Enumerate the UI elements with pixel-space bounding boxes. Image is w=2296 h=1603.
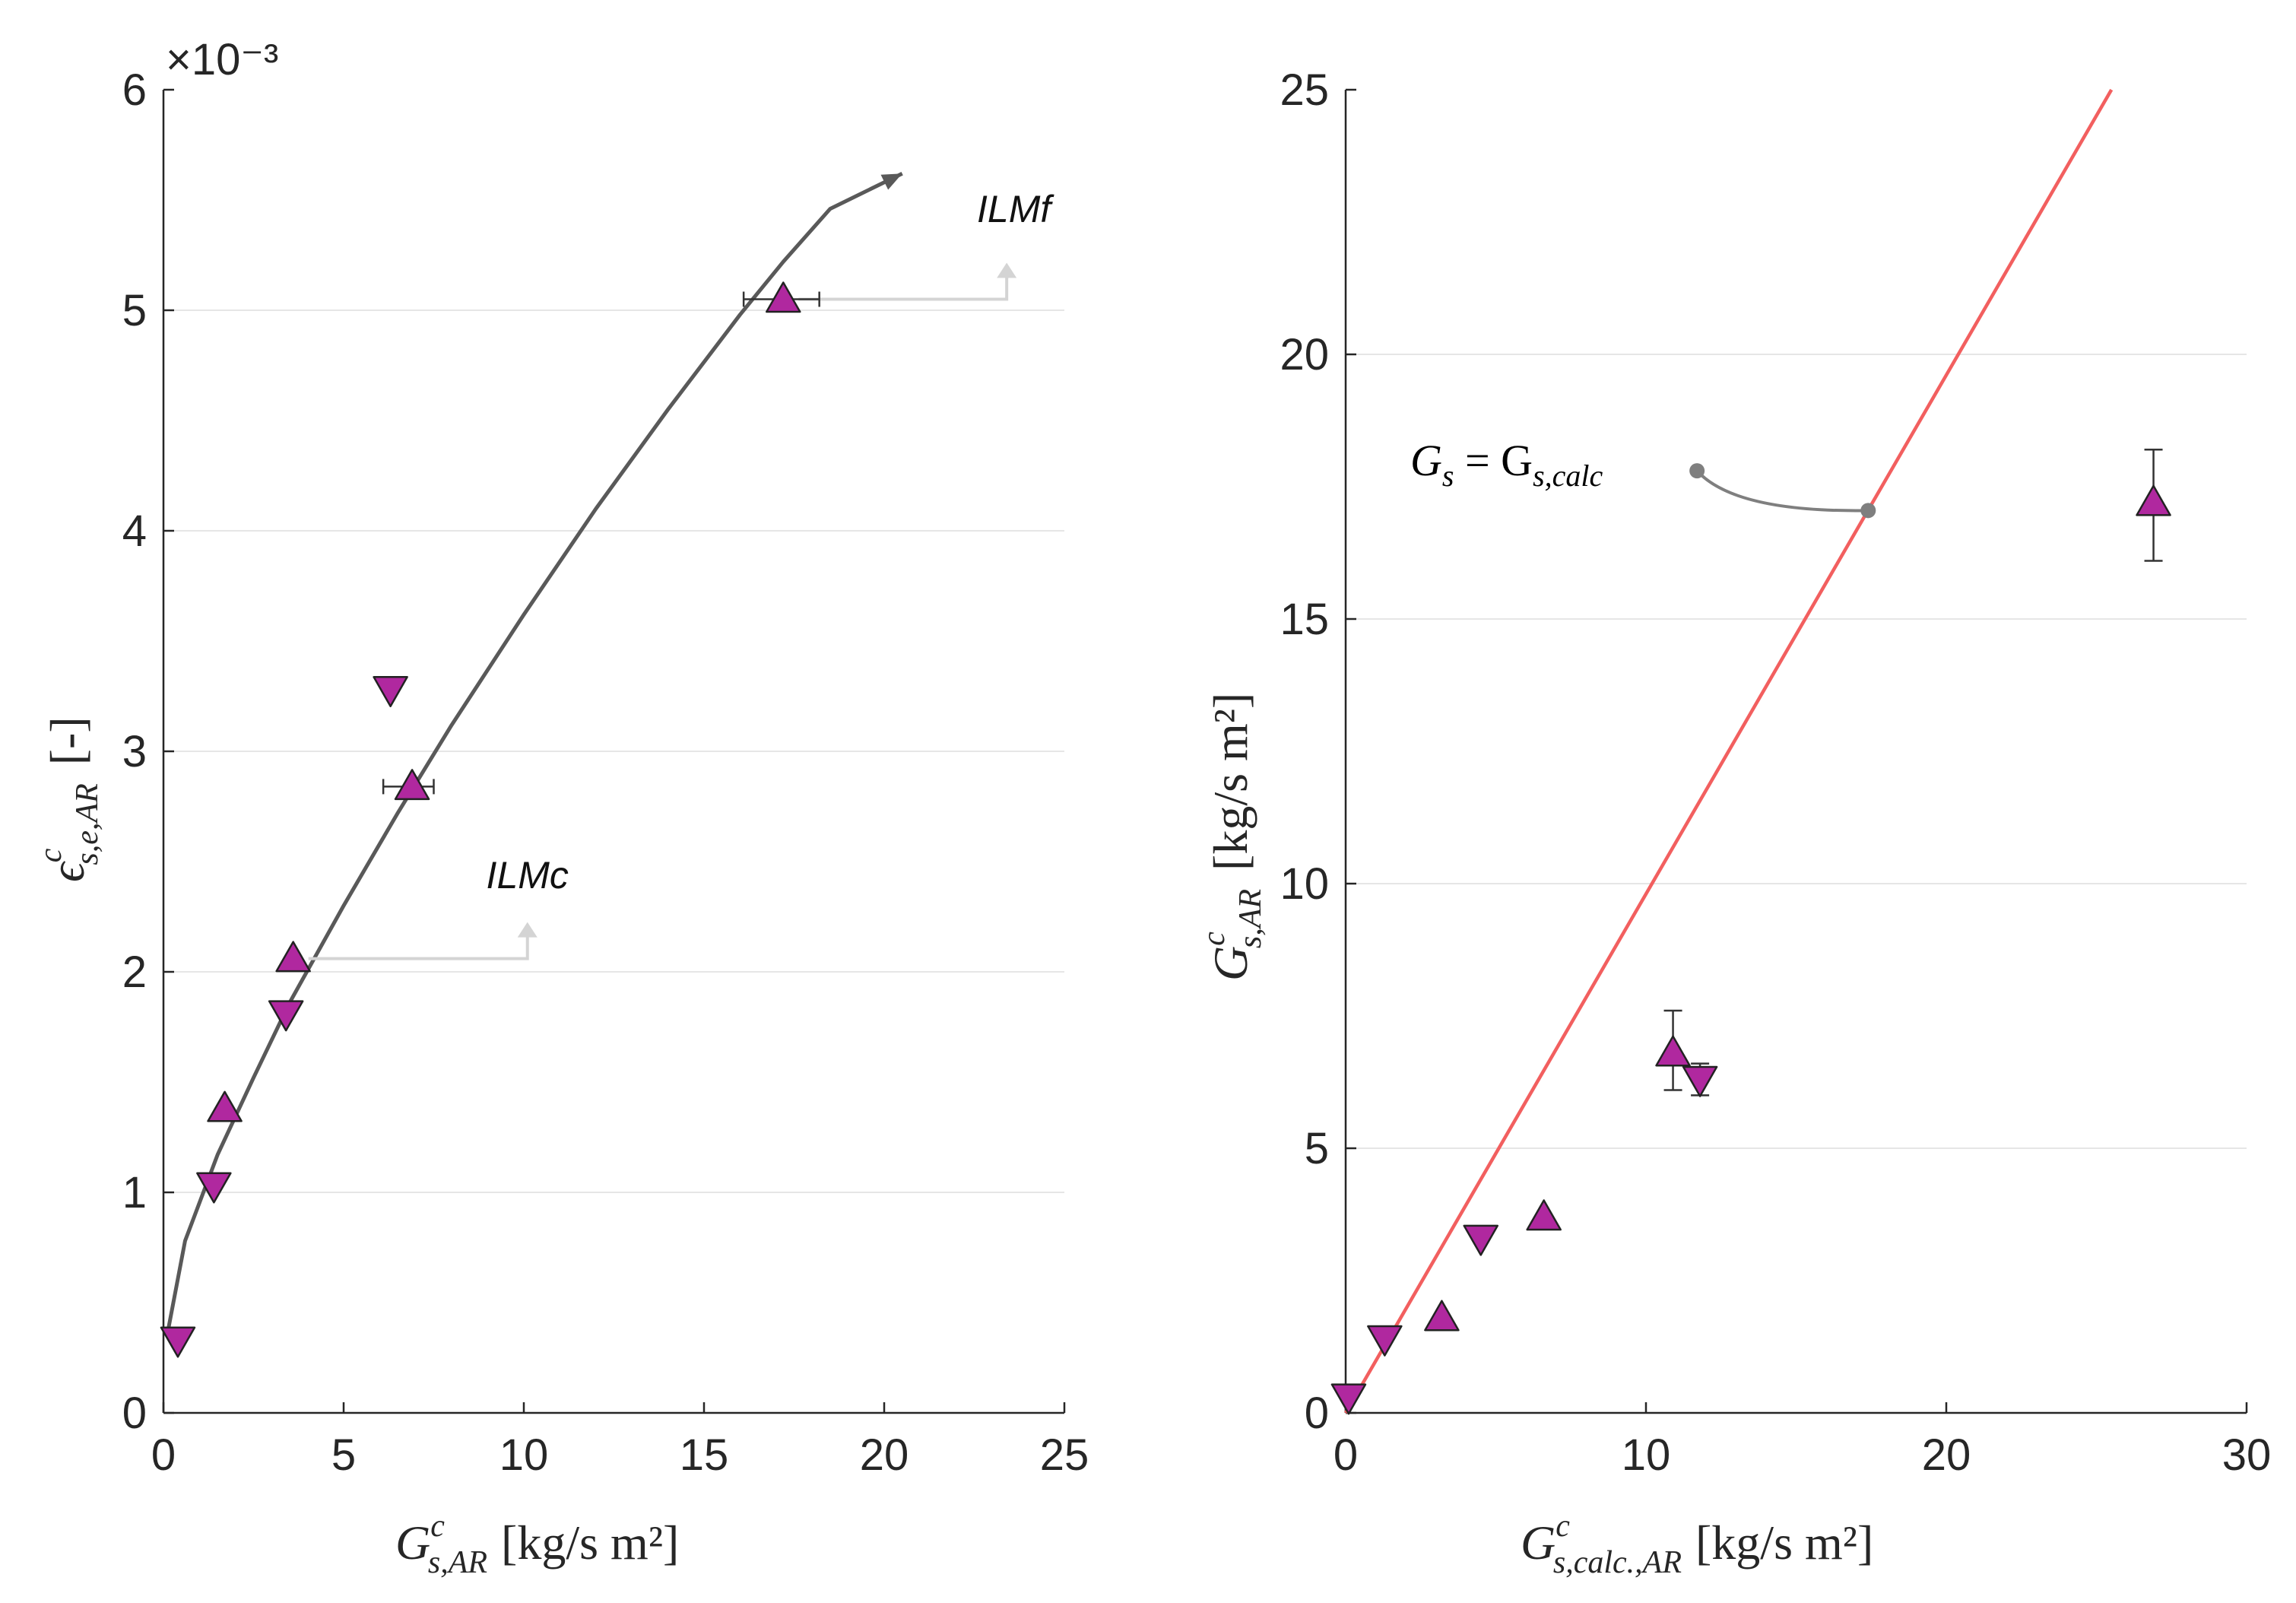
x-tick-label: 20: [860, 1430, 909, 1480]
y-tick-label: 6: [122, 65, 147, 115]
x-tick-label: 30: [2222, 1430, 2272, 1480]
down-triangle-marker: [196, 1172, 232, 1204]
down-triangle-marker: [1367, 1325, 1403, 1357]
down-triangle-marker: [1330, 1383, 1367, 1415]
up-triangle-marker: [1655, 1035, 1691, 1067]
left-y-exponent-label: ×10⁻³: [166, 35, 278, 84]
down-triangle-marker: [1682, 1065, 1718, 1097]
x-tick-label: 10: [1622, 1430, 1671, 1480]
identity-callout-end-dot: [1860, 503, 1876, 519]
left-annotations: ILMf ILMc: [308, 188, 1054, 960]
annotation-arrow: [308, 932, 529, 960]
left-gridlines: [163, 309, 1064, 1193]
y-tick-label: 3: [122, 727, 147, 776]
right-identity-line: [1344, 88, 2114, 1414]
down-triangle-marker: [268, 1000, 304, 1032]
y-tick-label: 1: [122, 1168, 147, 1217]
left-y-ticks: 0 1 2 3 4 5 6: [122, 65, 174, 1438]
y-tick-label: 0: [122, 1389, 147, 1438]
annotation-label: ILMf: [977, 188, 1054, 230]
y-tick-label: 4: [122, 506, 147, 556]
annotation-arrowhead: [997, 262, 1017, 278]
y-tick-label: 25: [1280, 65, 1329, 115]
right-axes: [1344, 90, 2247, 1414]
y-tick-label: 20: [1280, 330, 1329, 379]
y-tick-label: 0: [1305, 1389, 1329, 1438]
y-tick-label: 2: [122, 948, 147, 997]
fit-curve-arrowhead: [880, 173, 902, 190]
up-triangle-marker: [275, 941, 311, 973]
x-tick-label: 0: [1334, 1430, 1358, 1480]
down-triangle-marker: [1463, 1224, 1498, 1256]
x-tick-label: 20: [1922, 1430, 1971, 1480]
fit-curve: [165, 171, 903, 1336]
identity-line-label: Gs = Gs,calc: [1410, 436, 1603, 493]
identity-callout-line: [1695, 469, 1869, 513]
annotation-label: ILMc: [487, 854, 569, 897]
right-x-ticks: 0 10 20 30: [1334, 1402, 2271, 1480]
left-y-axis-label: ϵcs,e,AR[-]: [33, 716, 105, 882]
right-annotations: [1689, 463, 1876, 519]
x-tick-label: 15: [680, 1430, 729, 1480]
annotation-arrow: [798, 273, 1009, 301]
y-tick-label: 5: [1305, 1124, 1329, 1173]
x-tick-label: 10: [499, 1430, 549, 1480]
identity-line: [1344, 88, 2114, 1414]
identity-callout-dot: [1689, 463, 1705, 479]
x-tick-label: 0: [151, 1430, 176, 1480]
up-triangle-marker: [207, 1090, 243, 1122]
left-data-points: [160, 281, 820, 1358]
down-triangle-marker: [160, 1326, 196, 1358]
right-x-axis-label: Gc s,calc.,AR [kg/s m²]: [1521, 1509, 1873, 1580]
right-y-ticks: 0 5 10 15 20 25: [1280, 65, 1356, 1438]
left-fit-curve: [165, 171, 903, 1336]
up-triangle-marker: [394, 769, 430, 801]
down-triangle-marker: [373, 676, 408, 708]
y-tick-label: 5: [122, 286, 147, 335]
y-tick-label: 15: [1280, 595, 1329, 644]
up-triangle-marker: [1424, 1300, 1460, 1332]
up-triangle-marker: [1526, 1199, 1562, 1231]
up-triangle-marker: [766, 281, 801, 313]
left-x-ticks: 0 5 10 15 20 25: [151, 1402, 1089, 1480]
right-gridlines: [1346, 354, 2247, 1149]
x-tick-label: 25: [1040, 1430, 1089, 1480]
x-tick-label: 5: [331, 1430, 356, 1480]
right-data-points: [1330, 449, 2171, 1415]
left-x-axis-label: Gc s,AR [kg/s m²]: [395, 1509, 679, 1580]
right-chart-panel: 0 10 20 30 0 5 10 15 20 25 Gs = Gs,calc Gc s,calc…: [1197, 65, 2271, 1580]
right-y-axis-label: Gcs,AR[kg/s m²]: [1197, 693, 1268, 981]
left-chart-panel: 0 5 10 15 20 25 0 1 2 3 4 5 6 ILMf ILMc ×10⁻³ Gc s,AR…: [33, 35, 1089, 1580]
y-tick-label: 10: [1280, 859, 1329, 909]
up-triangle-marker: [2136, 484, 2171, 516]
annotation-arrowhead: [517, 922, 538, 938]
